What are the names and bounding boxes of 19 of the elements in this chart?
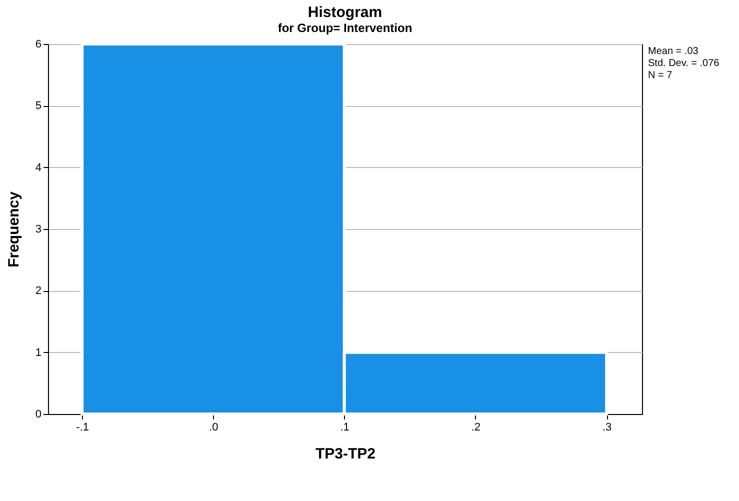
text: Std. Dev. = .076 [648,58,720,69]
x-tick-label: .0 [209,422,218,434]
chart-title: Histogram [308,4,382,21]
y-tick-label: 1 [35,346,42,359]
text: Mean = .03 [648,46,699,57]
y-tick-label: 4 [35,162,42,174]
x-tick-label: .2 [471,422,481,434]
y-tick-label: 3 [35,224,42,236]
x-tick-label: -.1 [76,422,90,434]
x-axis-title: TP3-TP2 [315,446,376,462]
y-axis-title: Frequency [5,190,22,268]
y-tick-label: 5 [35,100,42,112]
chart-subtitle: for Group= Intervention [278,21,412,35]
text: N = 7 [648,70,673,81]
y-tick-label: 2 [35,285,42,298]
x-tick-label: .3 [602,422,612,434]
y-tick-label: 6 [35,38,42,50]
x-tick-label: .1 [340,422,350,434]
y-tick-label: 0 [35,408,42,420]
